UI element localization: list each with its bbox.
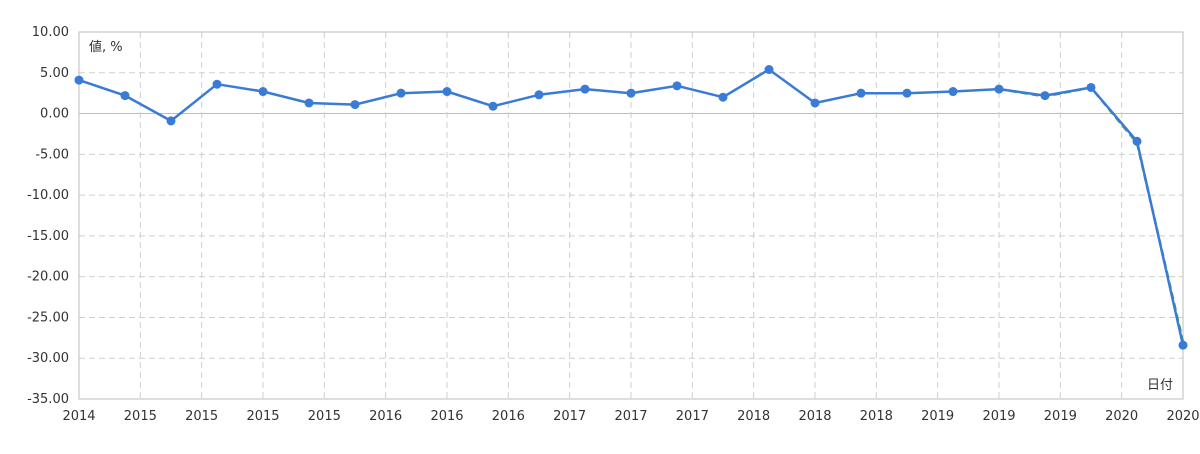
- x-tick-label: 2017: [614, 409, 647, 424]
- y-axis: 10.00 5.00 0.00 -5.00 -10.00 -15.00 -20.00 -25.…: [27, 25, 69, 407]
- grid: [79, 32, 1183, 399]
- x-tick-label: 2019: [982, 409, 1015, 424]
- x-tick-label: 2014: [62, 409, 95, 424]
- y-tick-label: -10.00: [27, 188, 69, 203]
- x-tick-label: 2016: [492, 409, 525, 424]
- x-tick-label: 2015: [246, 409, 279, 424]
- x-tick-label: 2017: [676, 409, 709, 424]
- y-tick-label: -30.00: [27, 351, 69, 366]
- data-point[interactable]: [120, 91, 130, 101]
- data-point[interactable]: [994, 84, 1004, 94]
- x-tick-label: 2017: [553, 409, 586, 424]
- data-point[interactable]: [1040, 91, 1050, 101]
- data-point[interactable]: [488, 101, 498, 111]
- y-tick-label: -5.00: [35, 147, 69, 162]
- data-point[interactable]: [902, 88, 912, 98]
- y-axis-title: 値, %: [89, 39, 123, 55]
- x-axis-title: 日付: [1147, 378, 1173, 393]
- y-tick-label: -15.00: [27, 229, 69, 244]
- data-point[interactable]: [810, 98, 820, 108]
- y-tick-label: -25.00: [27, 310, 69, 325]
- data-point[interactable]: [1086, 82, 1096, 92]
- y-tick-label: -20.00: [27, 270, 69, 285]
- data-point[interactable]: [1132, 136, 1142, 146]
- data-point[interactable]: [166, 116, 176, 126]
- data-point[interactable]: [304, 98, 314, 108]
- y-tick-label: -35.00: [27, 392, 69, 407]
- data-point[interactable]: [626, 88, 636, 98]
- series-line-secondary: [998, 86, 1185, 343]
- data-point[interactable]: [258, 87, 268, 97]
- x-tick-label: 2018: [860, 409, 893, 424]
- x-tick-label: 2019: [921, 409, 954, 424]
- data-point[interactable]: [442, 87, 452, 97]
- data-point[interactable]: [856, 88, 866, 98]
- y-tick-label: 10.00: [32, 25, 69, 40]
- x-tick-label: 2015: [185, 409, 218, 424]
- x-tick-label: 2020: [1105, 409, 1138, 424]
- data-point[interactable]: [212, 79, 222, 89]
- x-tick-label: 2015: [124, 409, 157, 424]
- data-point[interactable]: [1178, 340, 1188, 350]
- y-tick-label: 0.00: [40, 107, 69, 122]
- x-tick-label: 2018: [737, 409, 770, 424]
- data-point[interactable]: [764, 65, 774, 75]
- data-point[interactable]: [948, 87, 958, 97]
- x-tick-label: 2015: [308, 409, 341, 424]
- x-tick-label: 2020: [1166, 409, 1199, 424]
- data-point[interactable]: [580, 84, 590, 94]
- x-axis: 2014 2015 2015 2015 2015 2016 2016 2016 2017 2017…: [62, 409, 1199, 424]
- x-tick-label: 2016: [430, 409, 463, 424]
- data-point[interactable]: [396, 88, 406, 98]
- data-point[interactable]: [74, 75, 84, 85]
- x-tick-label: 2018: [798, 409, 831, 424]
- data-point[interactable]: [672, 81, 682, 91]
- data-point[interactable]: [718, 92, 728, 102]
- x-tick-label: 2016: [369, 409, 402, 424]
- y-tick-label: 5.00: [40, 66, 69, 81]
- plot-frame: [78, 31, 1184, 400]
- data-point[interactable]: [534, 90, 544, 100]
- series: [74, 65, 1188, 350]
- x-tick-label: 2019: [1044, 409, 1077, 424]
- data-point[interactable]: [350, 100, 360, 110]
